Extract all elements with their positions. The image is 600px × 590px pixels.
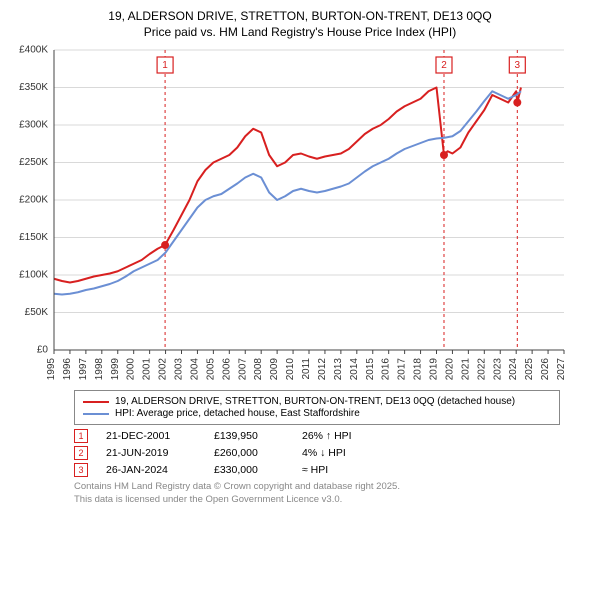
- svg-text:2009: 2009: [269, 358, 280, 381]
- svg-text:2000: 2000: [126, 358, 137, 381]
- svg-text:2026: 2026: [540, 358, 551, 381]
- svg-text:1997: 1997: [78, 358, 89, 381]
- sale-marker-icon: 3: [74, 463, 88, 477]
- chart-title: 19, ALDERSON DRIVE, STRETTON, BURTON-ON-…: [0, 0, 600, 44]
- attribution: Contains HM Land Registry data © Crown c…: [74, 481, 560, 506]
- svg-text:1999: 1999: [110, 358, 121, 381]
- sale-row: 3 26-JAN-2024 £330,000 ≈ HPI: [74, 463, 560, 477]
- svg-text:2012: 2012: [317, 358, 328, 381]
- svg-text:£200K: £200K: [19, 195, 48, 206]
- svg-text:£300K: £300K: [19, 120, 48, 131]
- sale-date: 21-DEC-2001: [106, 430, 196, 442]
- svg-text:2020: 2020: [444, 358, 455, 381]
- svg-text:1: 1: [162, 60, 168, 71]
- sale-row: 1 21-DEC-2001 £139,950 26% ↑ HPI: [74, 429, 560, 443]
- svg-text:2017: 2017: [397, 358, 408, 381]
- attribution-line-1: Contains HM Land Registry data © Crown c…: [74, 481, 560, 493]
- sales-table: 1 21-DEC-2001 £139,950 26% ↑ HPI 2 21-JUN-201…: [74, 429, 560, 477]
- svg-text:£50K: £50K: [25, 308, 49, 319]
- sale-date: 26-JAN-2024: [106, 464, 196, 476]
- svg-text:2022: 2022: [476, 358, 487, 381]
- svg-text:2004: 2004: [189, 358, 200, 381]
- attribution-line-2: This data is licensed under the Open Gov…: [74, 494, 560, 506]
- title-line-2: Price paid vs. HM Land Registry's House …: [10, 24, 590, 40]
- svg-text:2016: 2016: [381, 358, 392, 381]
- svg-text:£150K: £150K: [19, 233, 48, 244]
- sale-price: £260,000: [214, 447, 284, 459]
- sale-price: £139,950: [214, 430, 284, 442]
- svg-text:2018: 2018: [413, 358, 424, 381]
- svg-text:£250K: £250K: [19, 158, 48, 169]
- svg-text:2001: 2001: [142, 358, 153, 381]
- legend-item: 19, ALDERSON DRIVE, STRETTON, BURTON-ON-…: [83, 396, 551, 407]
- legend-swatch: [83, 401, 109, 403]
- sale-hpi: ≈ HPI: [302, 464, 328, 476]
- svg-text:2014: 2014: [349, 358, 360, 381]
- svg-text:2024: 2024: [508, 358, 519, 381]
- sale-row: 2 21-JUN-2019 £260,000 4% ↓ HPI: [74, 446, 560, 460]
- chart-area: £0 £50K £100K £150K £200K £250K £300K £350K £400…: [0, 44, 600, 384]
- svg-text:2011: 2011: [301, 358, 312, 380]
- svg-text:2021: 2021: [460, 358, 471, 381]
- legend-item: HPI: Average price, detached house, East…: [83, 408, 551, 419]
- title-line-1: 19, ALDERSON DRIVE, STRETTON, BURTON-ON-…: [10, 8, 590, 24]
- svg-text:2002: 2002: [158, 358, 169, 381]
- svg-text:2027: 2027: [556, 358, 567, 381]
- svg-text:2008: 2008: [253, 358, 264, 381]
- legend-label: 19, ALDERSON DRIVE, STRETTON, BURTON-ON-…: [115, 396, 515, 407]
- svg-text:£400K: £400K: [19, 45, 48, 56]
- legend-label: HPI: Average price, detached house, East…: [115, 408, 360, 419]
- svg-text:2007: 2007: [237, 358, 248, 381]
- svg-text:3: 3: [515, 60, 521, 71]
- svg-text:£100K: £100K: [19, 270, 48, 281]
- svg-text:£0: £0: [37, 345, 49, 356]
- svg-text:£350K: £350K: [19, 83, 48, 94]
- svg-text:2023: 2023: [492, 358, 503, 381]
- svg-text:2025: 2025: [524, 358, 535, 381]
- svg-text:2005: 2005: [205, 358, 216, 381]
- svg-text:2003: 2003: [174, 358, 185, 381]
- svg-text:1998: 1998: [94, 358, 105, 381]
- sale-date: 21-JUN-2019: [106, 447, 196, 459]
- svg-text:2013: 2013: [333, 358, 344, 381]
- svg-text:2010: 2010: [285, 358, 296, 381]
- sale-hpi: 4% ↓ HPI: [302, 447, 346, 459]
- sale-marker-icon: 2: [74, 446, 88, 460]
- svg-text:2015: 2015: [365, 358, 376, 381]
- sale-hpi: 26% ↑ HPI: [302, 430, 352, 442]
- legend-swatch: [83, 413, 109, 415]
- svg-text:2: 2: [441, 60, 447, 71]
- svg-text:1995: 1995: [46, 358, 57, 381]
- sale-marker-icon: 1: [74, 429, 88, 443]
- svg-text:2019: 2019: [429, 358, 440, 381]
- svg-text:2006: 2006: [221, 358, 232, 381]
- legend: 19, ALDERSON DRIVE, STRETTON, BURTON-ON-…: [74, 390, 560, 425]
- price-chart: £0 £50K £100K £150K £200K £250K £300K £350K £400…: [0, 44, 600, 384]
- sale-price: £330,000: [214, 464, 284, 476]
- svg-text:1996: 1996: [62, 358, 73, 381]
